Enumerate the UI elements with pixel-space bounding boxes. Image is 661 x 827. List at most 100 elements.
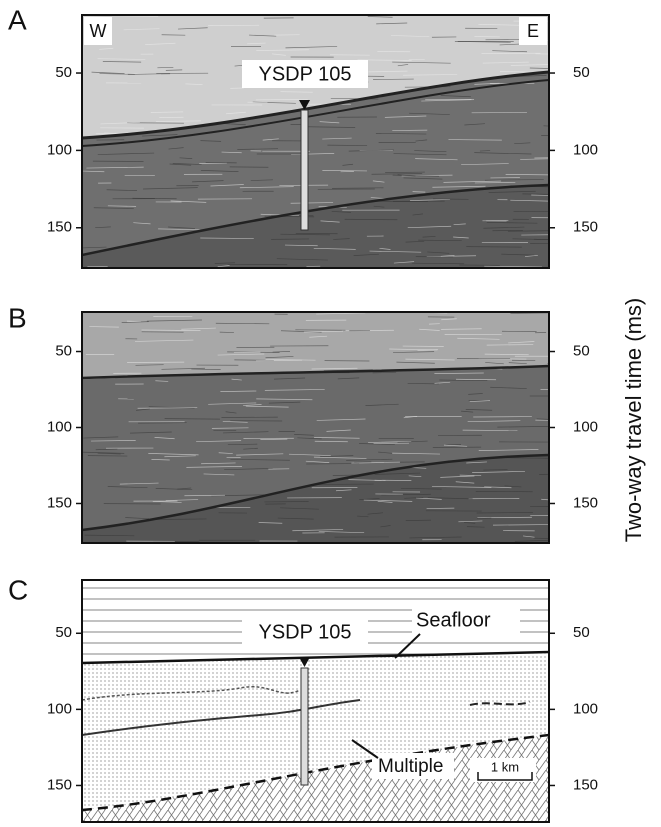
texture [230, 458, 290, 461]
texture [121, 321, 149, 323]
texture [440, 95, 471, 98]
texture [290, 202, 334, 204]
texture [541, 498, 549, 501]
y2-tick-label: 150 [573, 494, 598, 511]
texture [271, 53, 286, 56]
texture [236, 453, 284, 456]
texture [514, 142, 531, 145]
texture [493, 524, 549, 526]
texture [106, 189, 137, 191]
texture [461, 163, 509, 166]
texture [348, 479, 386, 481]
borehole-label: YSDP 105 [258, 621, 351, 643]
texture [335, 489, 352, 492]
y2-tick-label: 150 [573, 776, 598, 793]
label-box [470, 758, 536, 782]
texture [534, 157, 549, 159]
texture [170, 200, 207, 203]
texture [86, 166, 144, 169]
texture [185, 83, 203, 86]
texture [265, 356, 294, 359]
texture [510, 312, 549, 314]
texture [348, 149, 395, 152]
texture [514, 539, 549, 542]
texture [154, 437, 175, 440]
texture [231, 378, 242, 381]
texture [262, 138, 279, 141]
texture [137, 407, 198, 409]
texture [373, 205, 385, 208]
texture [199, 162, 227, 164]
texture [316, 418, 366, 421]
texture [474, 82, 500, 85]
label-box [412, 606, 520, 634]
texture [393, 261, 415, 264]
texture [169, 163, 192, 166]
texture [445, 444, 462, 446]
texture [374, 472, 421, 475]
texture [99, 73, 135, 75]
texture [486, 344, 534, 346]
texture [367, 512, 383, 515]
texture [357, 59, 412, 61]
texture [218, 452, 233, 454]
texture [453, 223, 466, 226]
panel-label: B [8, 302, 27, 333]
texture [466, 461, 487, 464]
texture [200, 169, 239, 173]
texture [486, 222, 538, 224]
texture [332, 187, 384, 189]
texture [510, 64, 549, 66]
texture [405, 519, 432, 522]
texture [403, 177, 443, 180]
texture [464, 522, 476, 524]
texture [168, 147, 184, 150]
texture [530, 505, 549, 507]
texture [285, 46, 338, 49]
y2-tick-label: 150 [573, 219, 598, 236]
texture [405, 240, 425, 243]
texture [256, 398, 313, 401]
texture [179, 157, 193, 159]
texture [208, 402, 257, 405]
texture [143, 187, 198, 190]
panel-frame [81, 579, 550, 823]
texture [123, 28, 160, 31]
leader-line [351, 739, 379, 759]
texture [504, 485, 522, 488]
texture [272, 350, 290, 353]
label-box [372, 753, 454, 779]
texture [107, 486, 148, 489]
texture [459, 474, 482, 477]
texture [443, 180, 502, 183]
texture [457, 337, 500, 340]
scale-bar [477, 772, 533, 781]
direction-label: W [90, 21, 107, 41]
texture [200, 237, 254, 239]
texture [152, 500, 182, 503]
texture [508, 341, 535, 344]
multiple-label: Multiple [378, 756, 443, 777]
texture [276, 258, 328, 261]
texture [181, 327, 216, 330]
texture [397, 440, 428, 443]
y-tick-label: 50 [55, 624, 72, 641]
texture [318, 531, 365, 534]
texture [303, 330, 344, 333]
texture [145, 42, 176, 45]
texture [93, 207, 134, 209]
texture [161, 367, 205, 370]
texture [530, 514, 549, 517]
texture [342, 163, 354, 166]
texture [380, 525, 391, 528]
texture [484, 265, 542, 268]
texture [357, 515, 369, 518]
texture [155, 518, 207, 520]
texture [535, 419, 549, 421]
texture [280, 91, 313, 93]
texture [313, 247, 356, 250]
texture [448, 139, 502, 141]
texture [378, 451, 393, 454]
y-tick-label: 150 [47, 776, 72, 793]
texture [405, 358, 455, 361]
